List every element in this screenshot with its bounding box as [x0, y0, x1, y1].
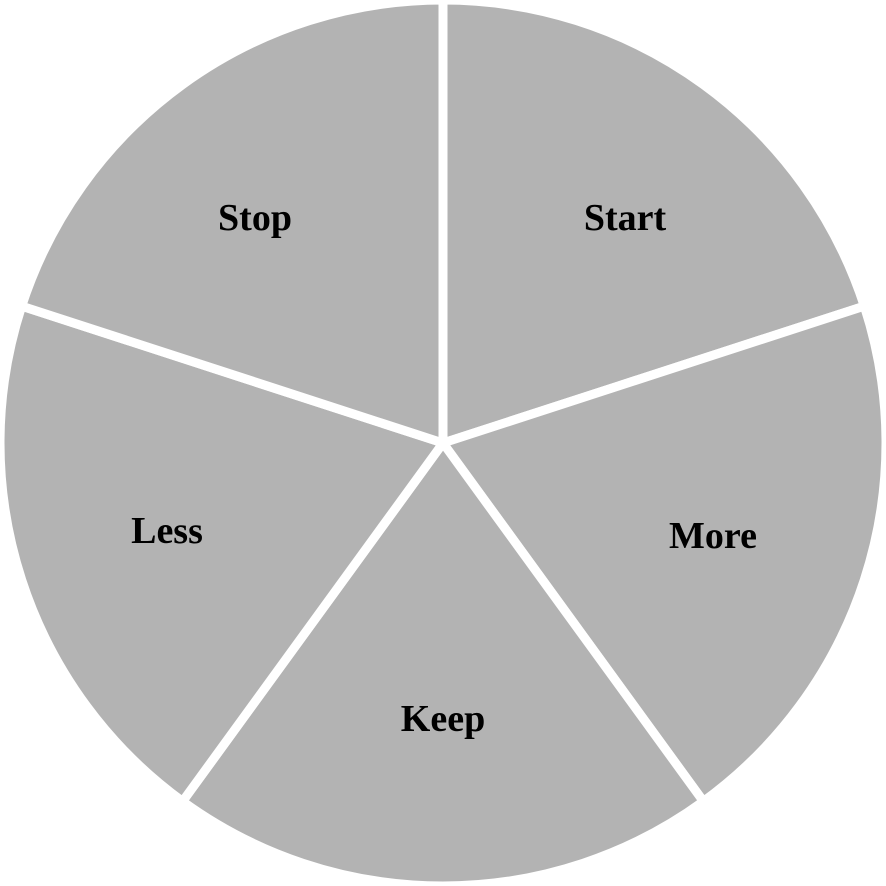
segment-label-more: More: [669, 515, 757, 557]
diagram-labels: Start More Keep Less Stop: [131, 197, 757, 740]
segment-label-stop: Stop: [218, 197, 292, 239]
segment-label-keep: Keep: [401, 698, 485, 740]
segment-more: [435, 300, 886, 808]
segment-label-less: Less: [131, 510, 203, 552]
segment-less: [0, 300, 451, 808]
segment-label-start: Start: [584, 197, 667, 239]
segment-start: [438, 0, 870, 450]
segment-stop: [16, 0, 448, 450]
